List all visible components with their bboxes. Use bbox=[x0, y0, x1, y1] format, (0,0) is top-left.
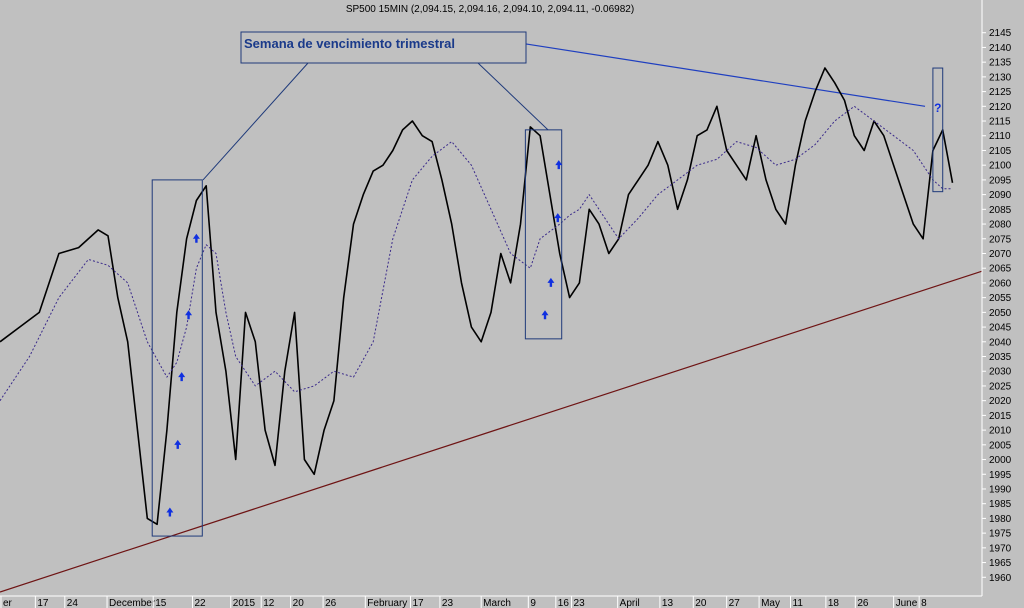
y-tick-label-25: 2085 bbox=[989, 205, 1012, 216]
x-tick-label-23: 18 bbox=[828, 598, 840, 608]
y-tick-label-29: 2105 bbox=[989, 146, 1012, 157]
up-arrow-marker-4 bbox=[192, 233, 200, 243]
y-tick-label-15: 2035 bbox=[989, 352, 1012, 363]
x-tick-label-16: 23 bbox=[574, 598, 586, 608]
y-tick-label-32: 2120 bbox=[989, 102, 1012, 113]
up-arrow-marker-2 bbox=[178, 372, 186, 382]
x-tick-label-0: er bbox=[3, 598, 13, 608]
x-tick-label-9: 26 bbox=[325, 598, 337, 608]
annotation-connector-0 bbox=[202, 62, 309, 181]
x-tick-label-24: 26 bbox=[857, 598, 869, 608]
expiry-week-box-0 bbox=[151, 179, 203, 537]
up-arrow-marker-5 bbox=[541, 310, 549, 320]
annotation-text: Semana de vencimiento trimestral bbox=[244, 36, 455, 51]
y-axis: 1960 1965 1970 1975 1980 1985 1990 1995 2000 2005… bbox=[981, 0, 1012, 596]
up-arrow-marker-6 bbox=[547, 277, 555, 287]
y-tick-label-33: 2125 bbox=[989, 87, 1012, 98]
x-tick-label-15: 16 bbox=[558, 598, 570, 608]
x-tick-label-8: 20 bbox=[293, 598, 305, 608]
y-tick-label-7: 1995 bbox=[989, 470, 1012, 481]
x-tick-label-14: 9 bbox=[530, 598, 536, 608]
y-tick-label-4: 1980 bbox=[989, 514, 1012, 525]
y-tick-label-14: 2030 bbox=[989, 367, 1012, 378]
y-tick-label-26: 2090 bbox=[989, 190, 1012, 201]
x-tick-label-6: 2015 bbox=[233, 598, 256, 608]
annotation-box bbox=[240, 31, 527, 64]
y-tick-label-10: 2010 bbox=[989, 426, 1012, 437]
y-tick-label-19: 2055 bbox=[989, 293, 1012, 304]
y-tick-label-2: 1970 bbox=[989, 543, 1012, 554]
x-tick-label-3: December bbox=[109, 598, 156, 608]
up-arrow-marker-0 bbox=[166, 507, 174, 517]
overlays: Semana de vencimiento trimestral? bbox=[151, 31, 944, 537]
x-tick-label-1: 17 bbox=[37, 598, 49, 608]
y-tick-label-36: 2140 bbox=[989, 43, 1012, 54]
up-arrow-marker-8 bbox=[555, 160, 563, 170]
x-tick-label-20: 27 bbox=[729, 598, 741, 608]
y-tick-label-35: 2135 bbox=[989, 58, 1012, 69]
y-tick-label-1: 1965 bbox=[989, 558, 1012, 569]
y-tick-label-17: 2045 bbox=[989, 323, 1012, 334]
y-tick-label-12: 2020 bbox=[989, 396, 1012, 407]
question-marker: ? bbox=[934, 101, 941, 115]
trendline-1 bbox=[510, 40, 926, 107]
y-tick-label-24: 2080 bbox=[989, 220, 1012, 231]
y-tick-label-27: 2095 bbox=[989, 175, 1012, 186]
trendline-0 bbox=[0, 270, 983, 593]
x-tick-label-11: 17 bbox=[412, 598, 424, 608]
x-tick-label-7: 12 bbox=[263, 598, 275, 608]
x-tick-label-5: 22 bbox=[194, 598, 206, 608]
y-tick-label-6: 1990 bbox=[989, 484, 1012, 495]
y-tick-label-30: 2110 bbox=[989, 131, 1011, 142]
y-tick-label-5: 1985 bbox=[989, 499, 1012, 510]
y-tick-label-31: 2115 bbox=[989, 117, 1011, 128]
y-tick-label-18: 2050 bbox=[989, 308, 1012, 319]
y-tick-label-37: 2145 bbox=[989, 28, 1012, 39]
y-tick-label-9: 2005 bbox=[989, 440, 1012, 451]
y-tick-label-11: 2015 bbox=[989, 411, 1012, 422]
y-tick-label-22: 2070 bbox=[989, 249, 1012, 260]
y-tick-label-3: 1975 bbox=[989, 529, 1012, 540]
x-axis: er 17 24 December 15 22 2015 12 20 26 February 17 23… bbox=[0, 595, 982, 608]
y-tick-label-23: 2075 bbox=[989, 234, 1012, 245]
x-tick-label-4: 15 bbox=[155, 598, 167, 608]
x-tick-label-10: February bbox=[367, 598, 407, 608]
x-tick-label-18: 13 bbox=[662, 598, 674, 608]
y-tick-label-21: 2065 bbox=[989, 264, 1012, 275]
x-tick-label-21: May bbox=[761, 598, 780, 608]
y-tick-label-8: 2000 bbox=[989, 455, 1012, 466]
x-tick-label-17: April bbox=[620, 598, 640, 608]
up-arrow-marker-1 bbox=[174, 439, 182, 449]
x-tick-label-22: 11 bbox=[793, 598, 804, 608]
x-tick-label-2: 24 bbox=[67, 598, 79, 608]
y-tick-label-28: 2100 bbox=[989, 161, 1012, 172]
y-tick-label-0: 1960 bbox=[989, 573, 1012, 584]
x-tick-label-19: 20 bbox=[695, 598, 707, 608]
x-tick-label-13: March bbox=[483, 598, 511, 608]
up-arrow-marker-3 bbox=[185, 310, 193, 320]
y-tick-label-20: 2060 bbox=[989, 278, 1012, 289]
x-tick-label-25: June bbox=[896, 598, 918, 608]
moving-average-line-1 bbox=[0, 105, 953, 401]
y-tick-label-13: 2025 bbox=[989, 381, 1012, 392]
chart-title: SP500 15MIN (2,094.15, 2,094.16, 2,094.1… bbox=[346, 4, 634, 15]
annotation-connector-1 bbox=[477, 62, 549, 131]
y-tick-label-16: 2040 bbox=[989, 337, 1012, 348]
up-arrow-marker-7 bbox=[554, 213, 562, 223]
expiry-week-box-2 bbox=[932, 67, 944, 193]
plot-area bbox=[0, 40, 983, 593]
x-tick-label-12: 23 bbox=[442, 598, 454, 608]
y-tick-label-34: 2130 bbox=[989, 72, 1012, 83]
x-tick-label-26: 8 bbox=[921, 598, 927, 608]
expiry-week-box-1 bbox=[524, 129, 563, 340]
price-line-0 bbox=[0, 67, 954, 526]
